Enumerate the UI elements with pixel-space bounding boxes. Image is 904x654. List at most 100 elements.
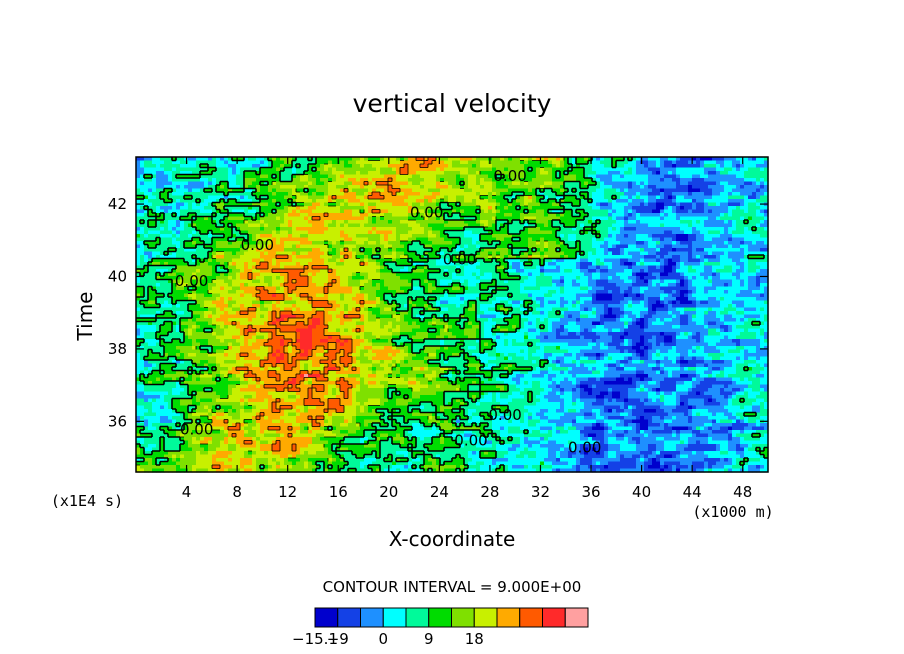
field-cell — [272, 209, 277, 214]
field-cell — [380, 227, 385, 232]
field-cell — [192, 195, 197, 200]
field-cell — [572, 199, 577, 204]
field-cell — [176, 227, 181, 232]
field-cell — [172, 255, 177, 260]
field-cell — [596, 178, 601, 183]
field-cell — [540, 167, 545, 172]
field-cell — [388, 174, 393, 179]
field-cell — [556, 164, 561, 169]
field-cell — [492, 255, 497, 260]
field-cell — [360, 213, 365, 218]
field-cell — [256, 209, 261, 214]
field-cell — [584, 241, 589, 246]
field-cell — [276, 192, 281, 197]
field-cell — [196, 167, 201, 172]
field-cell — [436, 255, 441, 260]
field-cell — [312, 237, 317, 242]
field-cell — [236, 209, 241, 214]
field-cell — [484, 167, 489, 172]
field-cell — [360, 248, 365, 253]
field-cell — [196, 195, 201, 200]
field-cell — [276, 216, 281, 221]
field-cell — [608, 167, 613, 172]
field-cell — [452, 206, 457, 211]
field-cell — [540, 223, 545, 228]
field-cell — [460, 258, 465, 263]
field-cell — [756, 188, 761, 193]
field-cell — [332, 171, 337, 176]
field-cell — [760, 195, 765, 200]
field-cell — [288, 248, 293, 253]
field-cell — [240, 237, 245, 242]
field-cell — [344, 206, 349, 211]
field-cell — [264, 258, 269, 263]
field-cell — [740, 181, 745, 186]
field-cell — [592, 227, 597, 232]
field-cell — [628, 258, 633, 263]
field-cell — [656, 160, 661, 165]
field-cell — [200, 255, 205, 260]
field-cell — [312, 234, 317, 239]
field-cell — [144, 174, 149, 179]
field-cell — [152, 223, 157, 228]
field-cell — [324, 220, 329, 225]
field-cell — [140, 178, 145, 183]
field-cell — [408, 234, 413, 239]
field-cell — [240, 192, 245, 197]
field-cell — [584, 188, 589, 193]
field-cell — [580, 164, 585, 169]
field-cell — [524, 171, 529, 176]
field-cell — [644, 178, 649, 183]
field-cell — [308, 248, 313, 253]
field-cell — [420, 244, 425, 249]
field-cell — [620, 258, 625, 263]
field-cell — [660, 195, 665, 200]
field-cell — [728, 209, 733, 214]
field-cell — [296, 202, 301, 207]
field-cell — [600, 220, 605, 225]
field-cell — [668, 255, 673, 260]
field-cell — [404, 199, 409, 204]
field-cell — [492, 157, 497, 162]
field-cell — [232, 171, 237, 176]
field-cell — [364, 199, 369, 204]
field-cell — [144, 213, 149, 218]
field-cell — [208, 227, 213, 232]
field-cell — [168, 216, 173, 221]
field-cell — [548, 192, 553, 197]
field-cell — [524, 262, 529, 267]
field-cell — [760, 171, 765, 176]
field-cell — [404, 230, 409, 235]
field-cell — [568, 262, 573, 267]
field-cell — [180, 192, 185, 197]
field-cell — [228, 216, 233, 221]
field-cell — [260, 265, 265, 270]
field-cell — [264, 255, 269, 260]
field-cell — [692, 241, 697, 246]
field-cell — [184, 188, 189, 193]
field-cell — [764, 209, 769, 214]
field-cell — [352, 265, 357, 270]
field-cell — [280, 237, 285, 242]
field-cell — [220, 171, 225, 176]
field-cell — [164, 185, 169, 190]
field-cell — [320, 230, 325, 235]
field-cell — [600, 209, 605, 214]
field-cell — [436, 213, 441, 218]
field-cell — [548, 223, 553, 228]
field-cell — [436, 185, 441, 190]
field-cell — [444, 209, 449, 214]
field-cell — [732, 174, 737, 179]
field-cell — [556, 195, 561, 200]
field-cell — [344, 262, 349, 267]
field-cell — [648, 192, 653, 197]
field-cell — [328, 227, 333, 232]
field-cell — [440, 216, 445, 221]
field-cell — [480, 202, 485, 207]
field-cell — [228, 195, 233, 200]
field-cell — [604, 199, 609, 204]
field-cell — [648, 171, 653, 176]
field-cell — [148, 202, 153, 207]
field-cell — [400, 258, 405, 263]
field-cell — [268, 181, 273, 186]
